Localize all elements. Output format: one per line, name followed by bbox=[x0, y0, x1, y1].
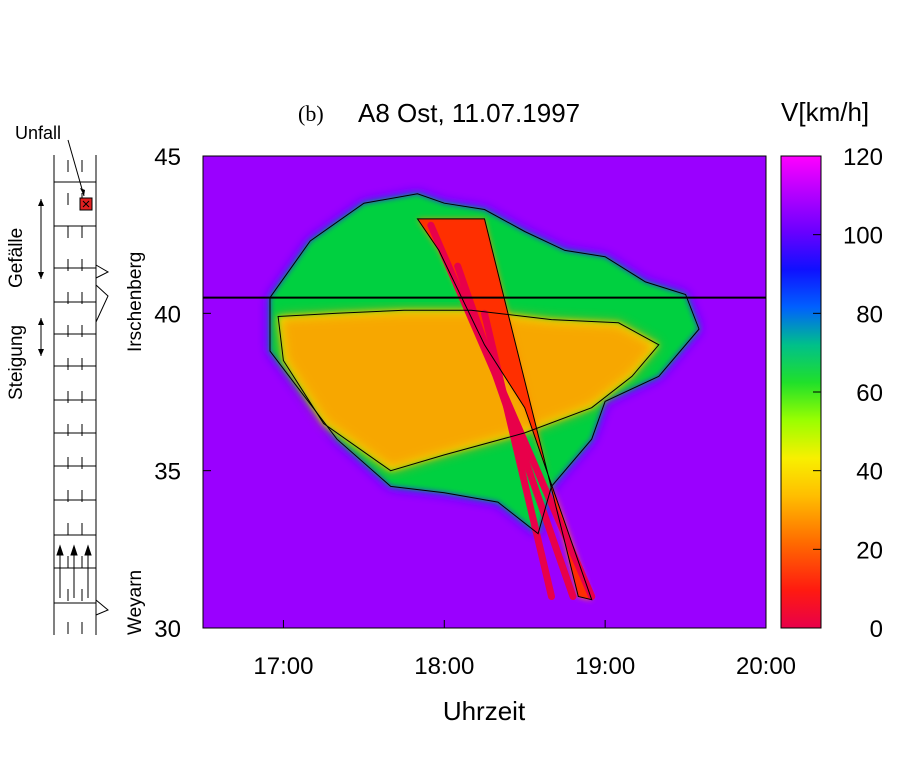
colorbar: 0 20 40 60 80 100 120 bbox=[780, 144, 883, 643]
colorbar-label: V[km/h] bbox=[781, 97, 869, 127]
contour-2 bbox=[277, 309, 660, 472]
incident-label: Unfall bbox=[15, 123, 61, 143]
colorbar-tick-label: 60 bbox=[856, 380, 883, 407]
colorbar-tick-label: 40 bbox=[856, 459, 883, 486]
y-tick-label: 35 bbox=[154, 459, 181, 486]
traffic-direction-arrows bbox=[56, 544, 92, 598]
downhill-label: Gefälle bbox=[6, 228, 27, 288]
contour-1 bbox=[269, 193, 700, 535]
uphill-label: Steigung bbox=[6, 325, 27, 400]
chart-title: A8 Ost, 11.07.1997 bbox=[358, 98, 580, 128]
upper-location-label: Irschenberg bbox=[125, 252, 146, 352]
y-tick-label: 45 bbox=[154, 144, 181, 171]
x-tick-label: 20:00 bbox=[736, 653, 796, 680]
colorbar-tick-label: 120 bbox=[843, 144, 883, 171]
colorbar-tick-label: 100 bbox=[843, 223, 883, 250]
plot-frame bbox=[202, 155, 767, 629]
region-slow bbox=[278, 310, 659, 471]
colorbar-tick-label: 80 bbox=[856, 301, 883, 328]
panel-label: (b) bbox=[298, 101, 324, 126]
downhill-arrow bbox=[38, 199, 44, 279]
jam-front-3 bbox=[481, 309, 556, 601]
contour-3 bbox=[416, 218, 593, 601]
x-tick-label: 19:00 bbox=[575, 653, 635, 680]
x-axis-label: Uhrzeit bbox=[443, 696, 526, 726]
uphill-arrow bbox=[38, 318, 44, 356]
lower-location-label: Weyarn bbox=[125, 570, 146, 635]
colorbar-tick-label: 20 bbox=[856, 537, 883, 564]
heatmap-plot: 17:00 18:00 19:00 20:00 30 35 40 45 Uhrzeit bbox=[154, 144, 796, 726]
y-tick-label: 30 bbox=[154, 616, 181, 643]
x-tick-label: 17:00 bbox=[253, 653, 313, 680]
road-sketch: Unfall Gefälle Steigung Irschenberg Weya… bbox=[6, 123, 146, 635]
colorbar-tick-label: 0 bbox=[870, 616, 883, 643]
y-tick-label: 40 bbox=[154, 301, 181, 328]
x-tick-label: 18:00 bbox=[414, 653, 474, 680]
